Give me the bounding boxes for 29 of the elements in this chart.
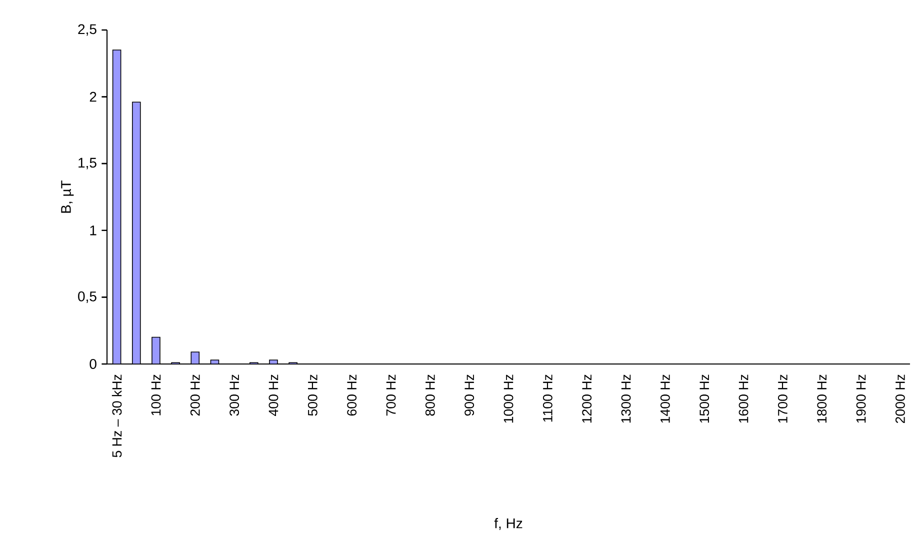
x-tick-label: 1600 Hz [738, 374, 748, 423]
x-tick-label: 1100 Hz [542, 374, 552, 422]
x-tick-label: 1500 Hz [700, 374, 710, 423]
y-tick-label: 0,5 [78, 291, 96, 303]
x-tick-label: 400 Hz [268, 374, 278, 416]
y-tick-label: 1,5 [78, 158, 96, 170]
x-tick-label: 600 Hz [347, 374, 357, 416]
x-tick-label: 1900 Hz [856, 374, 866, 423]
x-tick-label: 100 Hz [151, 374, 161, 416]
x-tick-label: 500 Hz [308, 374, 318, 416]
x-tick-label: 2000 Hz [895, 374, 905, 424]
y-tick-label: 2 [90, 92, 96, 102]
x-tick-label: 700 Hz [386, 374, 396, 416]
y-axis-title: B, µT [61, 180, 74, 213]
x-tick-label: 5 Hz – 30 kHz [112, 374, 122, 458]
x-axis-title: f, Hz [494, 518, 522, 530]
y-tick-label: 2,5 [78, 24, 96, 36]
x-tick-label: 1300 Hz [621, 374, 631, 423]
x-tick-label: 1400 Hz [660, 374, 670, 423]
x-tick-label: 900 Hz [464, 374, 474, 416]
x-tick-label: 800 Hz [425, 374, 435, 416]
x-tick-label: 1800 Hz [817, 374, 827, 423]
x-tick-label: 1200 Hz [582, 374, 592, 423]
x-tick-label: 1700 Hz [778, 374, 788, 423]
y-tick-label: 1 [90, 226, 96, 236]
x-tick-label: 200 Hz [190, 374, 200, 416]
y-tick-label: 0 [90, 359, 96, 369]
x-tick-label: 300 Hz [230, 374, 240, 416]
x-tick-label: 1000 Hz [504, 374, 514, 423]
